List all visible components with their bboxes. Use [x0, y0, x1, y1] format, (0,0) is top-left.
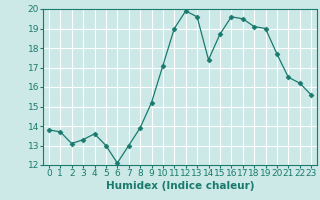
X-axis label: Humidex (Indice chaleur): Humidex (Indice chaleur): [106, 181, 254, 191]
